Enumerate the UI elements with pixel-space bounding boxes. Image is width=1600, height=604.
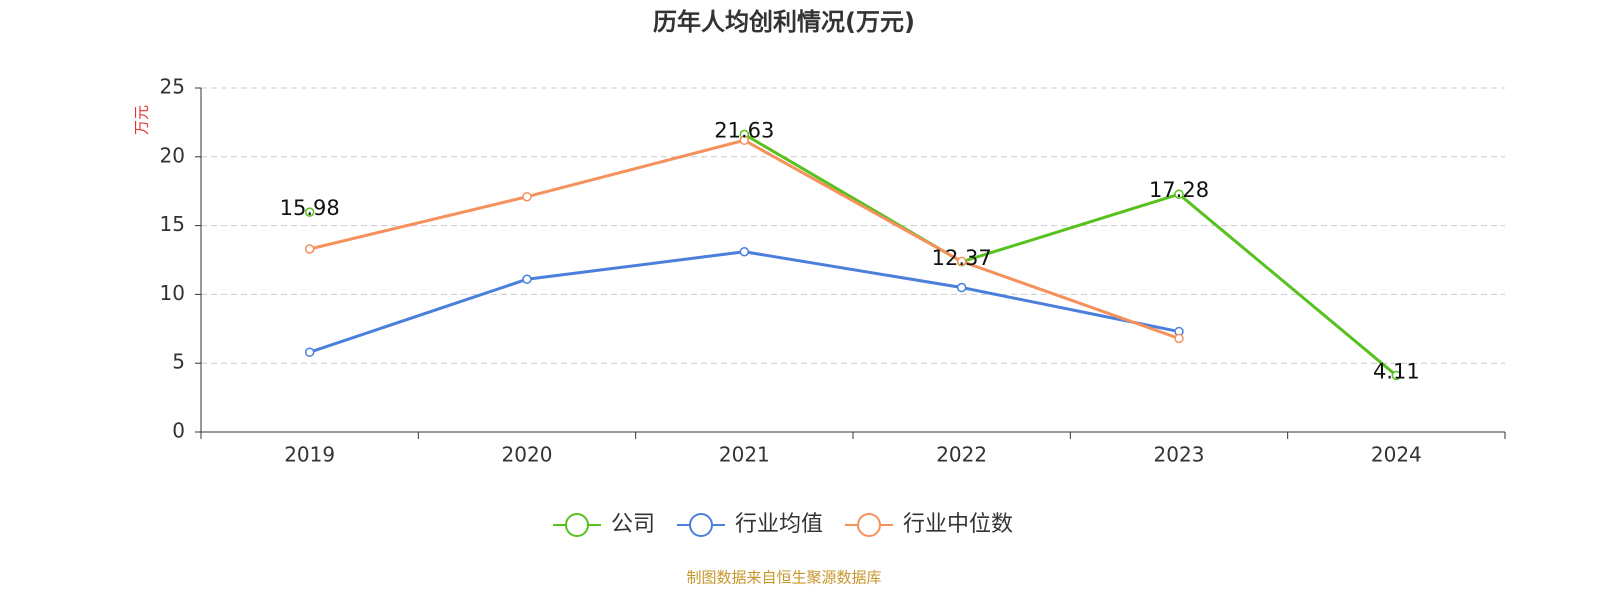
data-label: 17.28	[1149, 178, 1209, 202]
data-point	[1391, 370, 1402, 381]
data-label: 21.63	[714, 118, 774, 142]
data-point	[956, 256, 967, 267]
x-tick-label: 2024	[1371, 443, 1422, 467]
chart-title: 历年人均创利情况(万元)	[653, 8, 915, 36]
y-tick-label: 0	[172, 419, 185, 443]
data-point	[304, 244, 315, 254]
data-point	[739, 246, 750, 257]
data-point	[522, 191, 532, 202]
data-label: 12.37	[932, 246, 992, 270]
legend-label: 行业中位数	[903, 512, 1013, 537]
legend-marker	[857, 513, 881, 537]
data-label: 15.98	[280, 196, 340, 220]
x-tick-label: 2022	[936, 443, 987, 467]
data-point	[739, 135, 750, 146]
data-point	[304, 207, 315, 217]
x-tick-label: 2023	[1154, 443, 1205, 467]
y-tick-label: 15	[160, 212, 185, 236]
data-point	[1174, 333, 1184, 344]
legend-label: 公司	[611, 512, 655, 537]
data-point	[304, 347, 315, 357]
data-label: 4.11	[1373, 359, 1420, 383]
x-tick-label: 2021	[719, 443, 770, 467]
x-tick-label: 2020	[502, 443, 553, 467]
y-tick-label: 20	[160, 143, 185, 167]
data-point	[956, 282, 967, 293]
legend-marker	[565, 513, 589, 537]
y-tick-label: 5	[172, 350, 185, 374]
legend-marker	[689, 513, 713, 537]
source-note: 制图数据来自恒生聚源数据库	[686, 569, 881, 587]
series-line	[309, 250, 1180, 354]
series-line	[743, 133, 1398, 377]
data-point	[522, 274, 532, 285]
legend-label: 行业均值	[735, 512, 823, 537]
y-axis-label: 万元	[133, 105, 151, 135]
y-tick-label: 25	[160, 75, 185, 99]
y-tick-label: 10	[160, 281, 185, 305]
data-point	[1174, 189, 1184, 199]
x-tick-label: 2019	[284, 443, 335, 467]
